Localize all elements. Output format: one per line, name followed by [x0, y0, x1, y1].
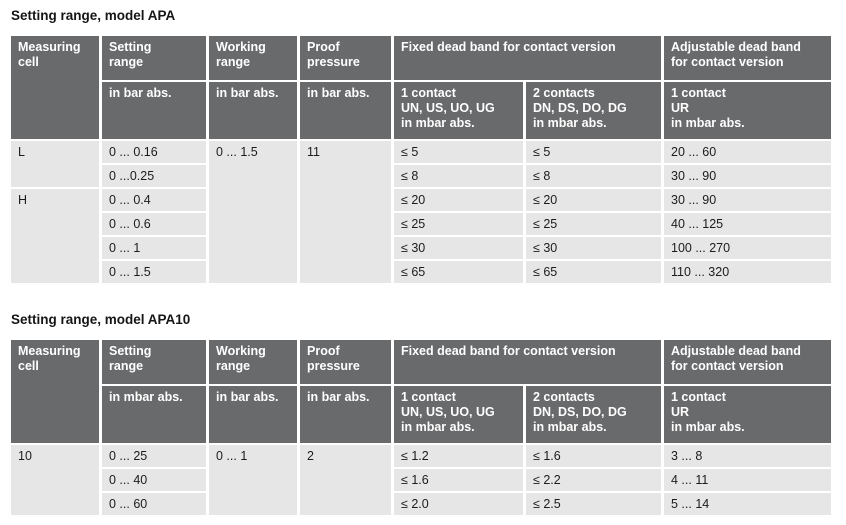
header-fixed-contact-1: 1 contact UN, US, UO, UG in mbar abs.	[394, 386, 523, 443]
table-row: 0 ... 60 ≤ 2.0 ≤ 2.5 5 ... 14	[11, 493, 831, 515]
table-title-apa10: Setting range, model APA10	[11, 312, 191, 327]
cell-fixed-1: ≤ 20	[394, 189, 523, 211]
cell-fixed-2: ≤ 1.6	[526, 445, 661, 467]
cell-proof-pressure: 2	[300, 445, 391, 515]
cell-measuring-cell-L: L	[11, 141, 99, 187]
table-row: 0 ... 0.6 ≤ 25 ≤ 25 40 ... 125	[11, 213, 831, 235]
table-row: H 0 ... 0.4 ≤ 20 ≤ 20 30 ... 90	[11, 189, 831, 283]
cell-fixed-1: ≤ 8	[394, 165, 523, 187]
cell-fixed-2: ≤ 30	[526, 237, 661, 259]
header-setting-range: Setting range	[102, 36, 206, 80]
cell-adjustable: 5 ... 14	[664, 493, 831, 515]
cell-setting-range: 0 ... 1	[102, 237, 206, 259]
header-fixed-contact-1: 1 contact UN, US, UO, UG in mbar abs.	[394, 82, 523, 139]
cell-fixed-1: ≤ 1.2	[394, 445, 523, 467]
cell-fixed-2: ≤ 20	[526, 189, 661, 211]
cell-setting-range: 0 ... 0.16	[102, 141, 206, 163]
cell-adjustable: 40 ... 125	[664, 213, 831, 235]
cell-adjustable: 30 ... 90	[664, 165, 831, 187]
header-working-range: Working range	[209, 36, 297, 80]
header-proof-pressure-unit: in bar abs.	[300, 386, 391, 443]
cell-working-range: 0 ... 1	[209, 445, 297, 515]
header-setting-range: Setting range	[102, 340, 206, 384]
header-working-range-unit: in bar abs.	[209, 386, 297, 443]
cell-fixed-1: ≤ 2.0	[394, 493, 523, 515]
header-fixed-dead-band: Fixed dead band for contact version	[394, 36, 661, 80]
cell-fixed-2: ≤ 5	[526, 141, 661, 163]
header-measuring-cell: Measuring cell	[11, 340, 99, 443]
cell-fixed-1: ≤ 65	[394, 261, 523, 283]
cell-fixed-2: ≤ 2.2	[526, 469, 661, 491]
cell-adjustable: 110 ... 320	[664, 261, 831, 283]
cell-measuring-cell-10: 10	[11, 445, 99, 515]
header-proof-pressure: Proof pressure	[300, 340, 391, 384]
header-adjustable-contact: 1 contact UR in mbar abs.	[664, 82, 831, 139]
cell-adjustable: 20 ... 60	[664, 141, 831, 163]
cell-fixed-1: ≤ 5	[394, 141, 523, 163]
header-adjustable-dead-band: Adjustable dead band for contact version	[664, 340, 831, 384]
cell-working-range: 0 ... 1.5	[209, 141, 297, 283]
cell-fixed-1: ≤ 30	[394, 237, 523, 259]
table-row: L 0 ... 0.16 0 ... 1.5 11 ≤ 5 ≤ 5 20 ...…	[11, 141, 831, 283]
header-proof-pressure-unit: in bar abs.	[300, 82, 391, 139]
header-fixed-contact-2: 2 contacts DN, DS, DO, DG in mbar abs.	[526, 386, 661, 443]
cell-setting-range: 0 ... 0.4	[102, 189, 206, 211]
table-row: 10 0 ... 25 0 ... 1 2 ≤ 1.2 ≤ 1.6 3 ... …	[11, 445, 831, 515]
cell-fixed-2: ≤ 65	[526, 261, 661, 283]
apa10-table: Measuring cell Setting range Working ran…	[8, 338, 834, 517]
cell-setting-range: 0 ... 40	[102, 469, 206, 491]
cell-setting-range: 0 ... 1.5	[102, 261, 206, 283]
header-working-range: Working range	[209, 340, 297, 384]
header-measuring-cell: Measuring cell	[11, 36, 99, 139]
table-row: 0 ...0.25 ≤ 8 ≤ 8 30 ... 90	[11, 165, 831, 187]
cell-adjustable: 100 ... 270	[664, 237, 831, 259]
table-row: 0 ... 1.5 ≤ 65 ≤ 65 110 ... 320	[11, 261, 831, 283]
table-title-apa: Setting range, model APA	[11, 8, 176, 23]
cell-setting-range: 0 ... 60	[102, 493, 206, 515]
cell-adjustable: 30 ... 90	[664, 189, 831, 211]
table-row: 0 ... 40 ≤ 1.6 ≤ 2.2 4 ... 11	[11, 469, 831, 491]
apa-table: Measuring cell Setting range Working ran…	[8, 34, 834, 285]
cell-measuring-cell-H: H	[11, 189, 99, 283]
header-working-range-unit: in bar abs.	[209, 82, 297, 139]
cell-fixed-1: ≤ 1.6	[394, 469, 523, 491]
header-setting-range-unit: in bar abs.	[102, 82, 206, 139]
cell-proof-pressure: 11	[300, 141, 391, 283]
cell-setting-range: 0 ... 0.6	[102, 213, 206, 235]
table-row: 0 ... 1 ≤ 30 ≤ 30 100 ... 270	[11, 237, 831, 259]
header-proof-pressure: Proof pressure	[300, 36, 391, 80]
header-adjustable-dead-band: Adjustable dead band for contact version	[664, 36, 831, 80]
header-fixed-dead-band: Fixed dead band for contact version	[394, 340, 661, 384]
header-adjustable-contact: 1 contact UR in mbar abs.	[664, 386, 831, 443]
cell-setting-range: 0 ...0.25	[102, 165, 206, 187]
cell-fixed-2: ≤ 2.5	[526, 493, 661, 515]
cell-setting-range: 0 ... 25	[102, 445, 206, 467]
header-fixed-contact-2: 2 contacts DN, DS, DO, DG in mbar abs.	[526, 82, 661, 139]
cell-fixed-2: ≤ 8	[526, 165, 661, 187]
header-setting-range-unit: in mbar abs.	[102, 386, 206, 443]
cell-adjustable: 3 ... 8	[664, 445, 831, 467]
cell-fixed-2: ≤ 25	[526, 213, 661, 235]
cell-adjustable: 4 ... 11	[664, 469, 831, 491]
cell-fixed-1: ≤ 25	[394, 213, 523, 235]
